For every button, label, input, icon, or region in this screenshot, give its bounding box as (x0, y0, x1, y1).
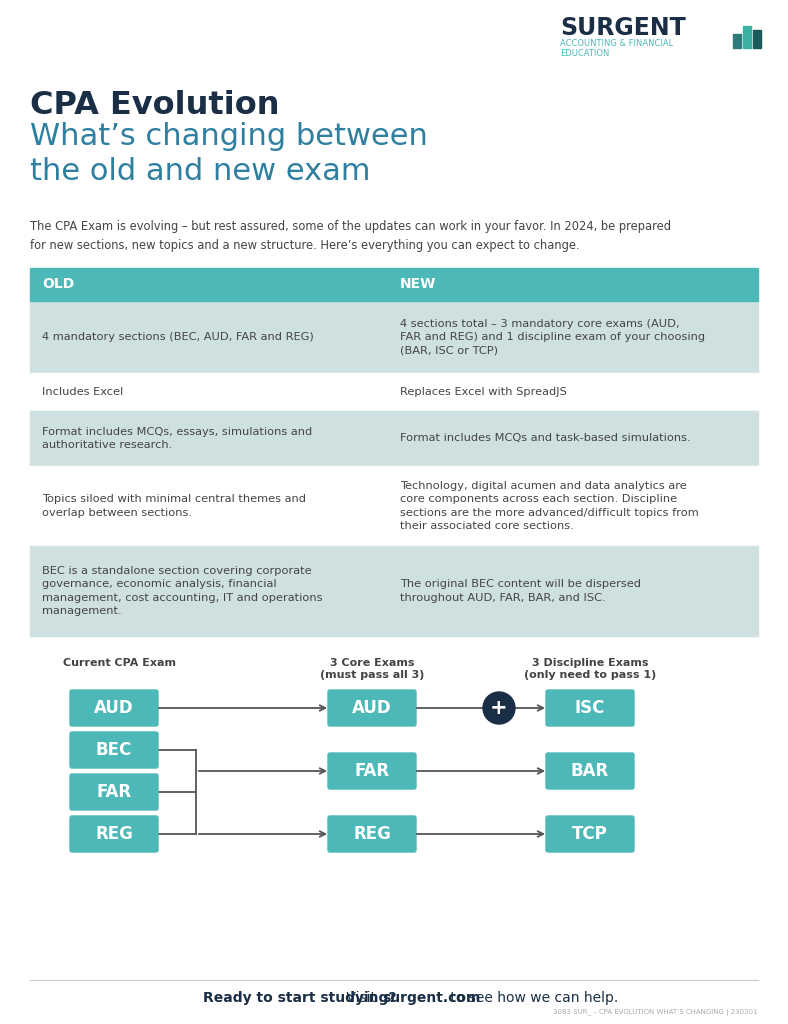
FancyBboxPatch shape (70, 816, 158, 852)
FancyBboxPatch shape (70, 732, 158, 768)
FancyBboxPatch shape (546, 816, 634, 852)
Text: 3 Core Exams
(must pass all 3): 3 Core Exams (must pass all 3) (320, 658, 424, 680)
FancyBboxPatch shape (328, 753, 416, 790)
Bar (30, 411, 758, 466)
Text: TCP: TCP (572, 825, 608, 843)
Text: SURGENT: SURGENT (560, 16, 686, 40)
Text: NEW: NEW (400, 278, 437, 292)
Text: Current CPA Exam: Current CPA Exam (64, 658, 177, 668)
Text: ISC: ISC (574, 699, 605, 717)
Bar (30, 268, 758, 301)
Text: Format includes MCQs, essays, simulations and
authoritative research.: Format includes MCQs, essays, simulation… (42, 427, 312, 451)
Text: The CPA Exam is evolving – but rest assured, some of the updates can work in you: The CPA Exam is evolving – but rest assu… (30, 220, 671, 252)
Text: FAR: FAR (355, 762, 389, 780)
Text: The original BEC content will be dispersed
throughout AUD, FAR, BAR, and ISC.: The original BEC content will be dispers… (400, 580, 641, 602)
Text: EDUCATION: EDUCATION (560, 48, 609, 57)
Text: ACCOUNTING & FINANCIAL: ACCOUNTING & FINANCIAL (560, 40, 673, 48)
FancyBboxPatch shape (328, 816, 416, 852)
Text: Format includes MCQs and task-based simulations.: Format includes MCQs and task-based simu… (400, 433, 690, 443)
Text: 3 Discipline Exams
(only need to pass 1): 3 Discipline Exams (only need to pass 1) (524, 658, 656, 680)
Bar (733, 34, 741, 48)
FancyBboxPatch shape (328, 690, 416, 726)
FancyBboxPatch shape (546, 753, 634, 790)
Bar (743, 26, 751, 48)
Text: AUD: AUD (352, 699, 392, 717)
Text: to see how we can help.: to see how we can help. (446, 991, 619, 1005)
Text: REG: REG (95, 825, 133, 843)
FancyBboxPatch shape (70, 690, 158, 726)
Text: Replaces Excel with SpreadJS: Replaces Excel with SpreadJS (400, 387, 567, 397)
Text: What’s changing between
the old and new exam: What’s changing between the old and new … (30, 122, 428, 185)
Text: Includes Excel: Includes Excel (42, 387, 123, 397)
Text: surgent.com: surgent.com (382, 991, 481, 1005)
Text: 4 mandatory sections (BEC, AUD, FAR and REG): 4 mandatory sections (BEC, AUD, FAR and … (42, 332, 314, 342)
Text: Topics siloed with minimal central themes and
overlap between sections.: Topics siloed with minimal central theme… (42, 495, 306, 517)
Bar (30, 373, 758, 411)
Text: 3083 SUR_ – CPA EVOLUTION WHAT’S CHANGING | 230301: 3083 SUR_ – CPA EVOLUTION WHAT’S CHANGIN… (553, 1009, 758, 1016)
Text: REG: REG (353, 825, 391, 843)
FancyBboxPatch shape (70, 774, 158, 810)
Bar (753, 30, 761, 48)
Text: AUD: AUD (95, 699, 134, 717)
Text: Visit: Visit (342, 991, 380, 1005)
Text: BAR: BAR (571, 762, 609, 780)
Bar (30, 546, 758, 636)
Bar (30, 466, 758, 546)
Text: BEC: BEC (96, 741, 132, 759)
Text: +: + (490, 698, 507, 718)
Circle shape (483, 692, 515, 724)
Text: Technology, digital acumen and data analytics are
core components across each se: Technology, digital acumen and data anal… (400, 481, 699, 530)
Text: OLD: OLD (42, 278, 74, 292)
Text: Ready to start studying?: Ready to start studying? (203, 991, 396, 1005)
Text: FAR: FAR (96, 783, 132, 801)
Text: 4 sections total – 3 mandatory core exams (AUD,
FAR and REG) and 1 discipline ex: 4 sections total – 3 mandatory core exam… (400, 318, 705, 355)
Text: CPA Evolution: CPA Evolution (30, 90, 280, 121)
Bar (30, 301, 758, 373)
FancyBboxPatch shape (546, 690, 634, 726)
Text: BEC is a standalone section covering corporate
governance, economic analysis, fi: BEC is a standalone section covering cor… (42, 566, 322, 615)
